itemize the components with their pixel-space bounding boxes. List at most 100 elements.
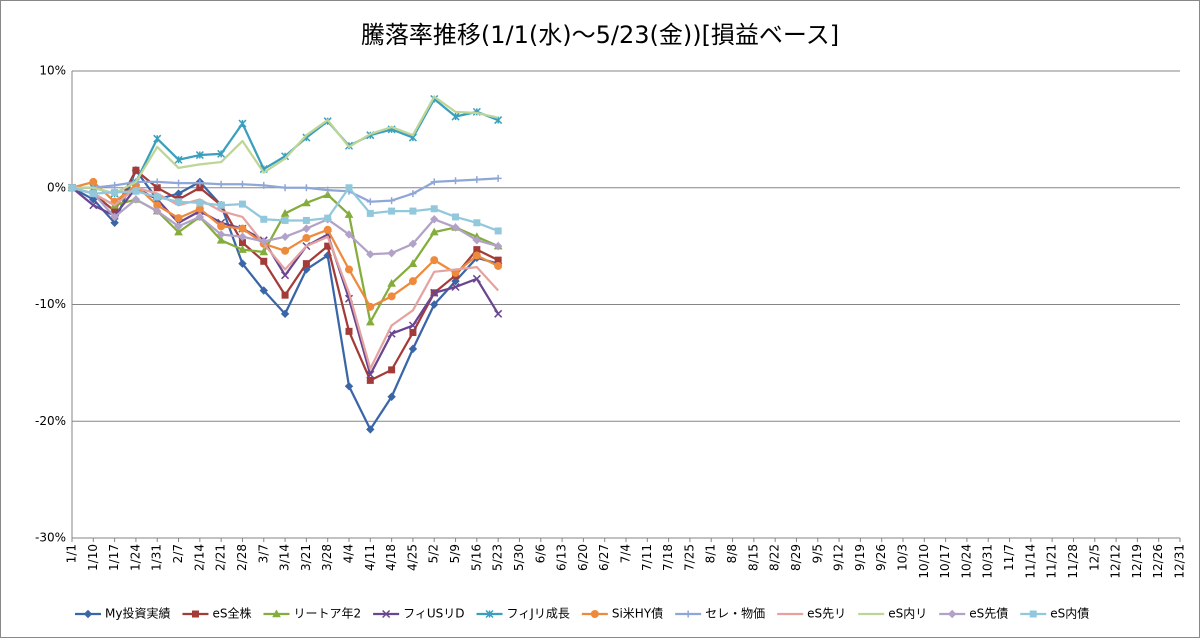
x-tick-label: 8/1 [704,544,718,563]
marker [238,245,247,253]
x-tick-label: 4/18 [384,544,398,571]
x-tick-label: 9/12 [832,544,846,571]
marker [174,222,183,231]
marker [238,200,246,208]
marker [430,205,438,213]
marker [281,184,289,192]
x-tick-label: 10/31 [981,544,995,579]
marker [111,188,119,196]
marker [387,392,396,401]
x-tick-label: 1/10 [86,544,100,571]
x-tick-label: 4/4 [342,544,356,563]
marker [217,222,226,231]
marker [89,195,98,204]
x-tick-label: 2/28 [235,544,249,571]
marker [408,344,418,354]
x-tick-label: 6/13 [555,544,569,571]
marker [131,195,141,204]
marker [366,302,375,311]
marker [387,248,396,258]
legend-label: フィJリ成長 [507,607,570,621]
x-tick-label: 3/7 [256,544,270,563]
marker [153,134,162,143]
x-tick-label: 12/19 [1130,544,1144,579]
marker [217,149,226,158]
legend-label: リートア年2 [293,607,361,621]
marker [174,214,183,223]
marker [344,210,354,218]
marker [345,265,353,274]
x-tick-label: 9/5 [810,544,824,563]
x-tick-label: 11/21 [1045,544,1059,579]
x-tick-label: 10/17 [938,544,952,579]
marker [1029,610,1037,618]
legend-label: フィUSリD [403,607,464,621]
marker [366,376,374,384]
marker [216,235,226,244]
marker [485,609,494,619]
x-tick-label: 1/17 [107,544,121,571]
marker [281,246,290,255]
x-tick-label: 10/24 [959,544,973,579]
marker [684,610,692,618]
y-tick-label: -20% [35,414,66,428]
marker [196,179,204,187]
marker [238,232,247,241]
marker [110,218,119,227]
y-tick-label: -30% [35,531,66,545]
marker [302,224,311,233]
x-tick-label: 2/7 [171,544,185,563]
marker [493,241,503,251]
marker [132,187,140,195]
x-tick-label: 8/8 [725,544,739,563]
marker [324,214,332,222]
marker [344,382,354,391]
marker [473,219,481,227]
x-tick-label: 7/4 [619,544,633,563]
marker [430,300,439,309]
marker [281,291,289,299]
x-tick-label: 5/16 [469,544,483,571]
x-tick-label: 7/25 [682,544,696,571]
marker [323,225,332,234]
marker [345,327,353,335]
legend-label: eS全株 [212,606,251,621]
marker [365,317,375,326]
marker [196,199,204,207]
y-tick-label: -10% [35,297,66,311]
y-tick-label: 0% [47,180,66,194]
marker [451,282,460,292]
legend-label: My投資実績 [105,606,170,621]
marker [302,184,310,192]
marker [238,119,247,128]
marker [345,184,353,192]
marker [153,184,161,192]
marker [408,321,417,330]
marker [260,215,268,223]
chart-title: 騰落率推移(1/1(水)～5/23(金))[損益ベース] [361,21,839,49]
marker [302,233,311,242]
marker [409,207,417,215]
marker [494,261,503,270]
marker [408,259,418,267]
marker [68,184,76,192]
marker [324,186,332,194]
marker [382,609,391,619]
marker [281,271,290,280]
x-tick-label: 8/29 [789,544,803,571]
x-tick-label: 12/5 [1087,544,1101,571]
marker [429,227,439,236]
legend-label: eS内債 [1050,606,1089,621]
marker [111,181,119,189]
x-tick-label: 5/9 [448,544,462,563]
x-tick-label: 3/21 [299,544,313,571]
marker [430,215,439,224]
x-tick-label: 3/14 [278,544,292,571]
marker [590,610,599,618]
legend-label: eS内リ [888,607,927,621]
x-tick-label: 12/12 [1109,544,1123,579]
x-tick-label: 9/26 [874,544,888,571]
marker [175,198,183,206]
x-tick-label: 12/31 [1173,544,1187,579]
